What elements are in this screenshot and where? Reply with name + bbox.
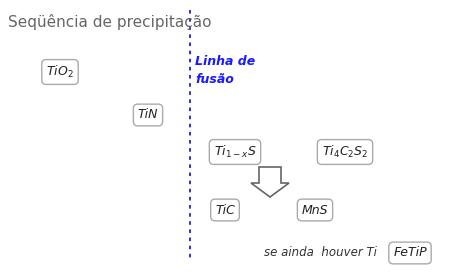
Text: TiN: TiN — [138, 108, 158, 121]
Text: Ti$_{1-x}$S: Ti$_{1-x}$S — [214, 144, 257, 160]
Polygon shape — [251, 167, 289, 197]
Text: Linha de
fusão: Linha de fusão — [195, 55, 255, 86]
Text: TiO$_2$: TiO$_2$ — [46, 64, 74, 80]
Text: TiC: TiC — [215, 203, 235, 216]
Text: FeTiP: FeTiP — [393, 246, 427, 259]
Text: Ti$_4$C$_2$S$_2$: Ti$_4$C$_2$S$_2$ — [322, 144, 368, 160]
Text: MnS: MnS — [302, 203, 328, 216]
Text: Seqüência de precipitação: Seqüência de precipitação — [8, 14, 212, 30]
Text: se ainda  houver Ti: se ainda houver Ti — [264, 246, 376, 259]
